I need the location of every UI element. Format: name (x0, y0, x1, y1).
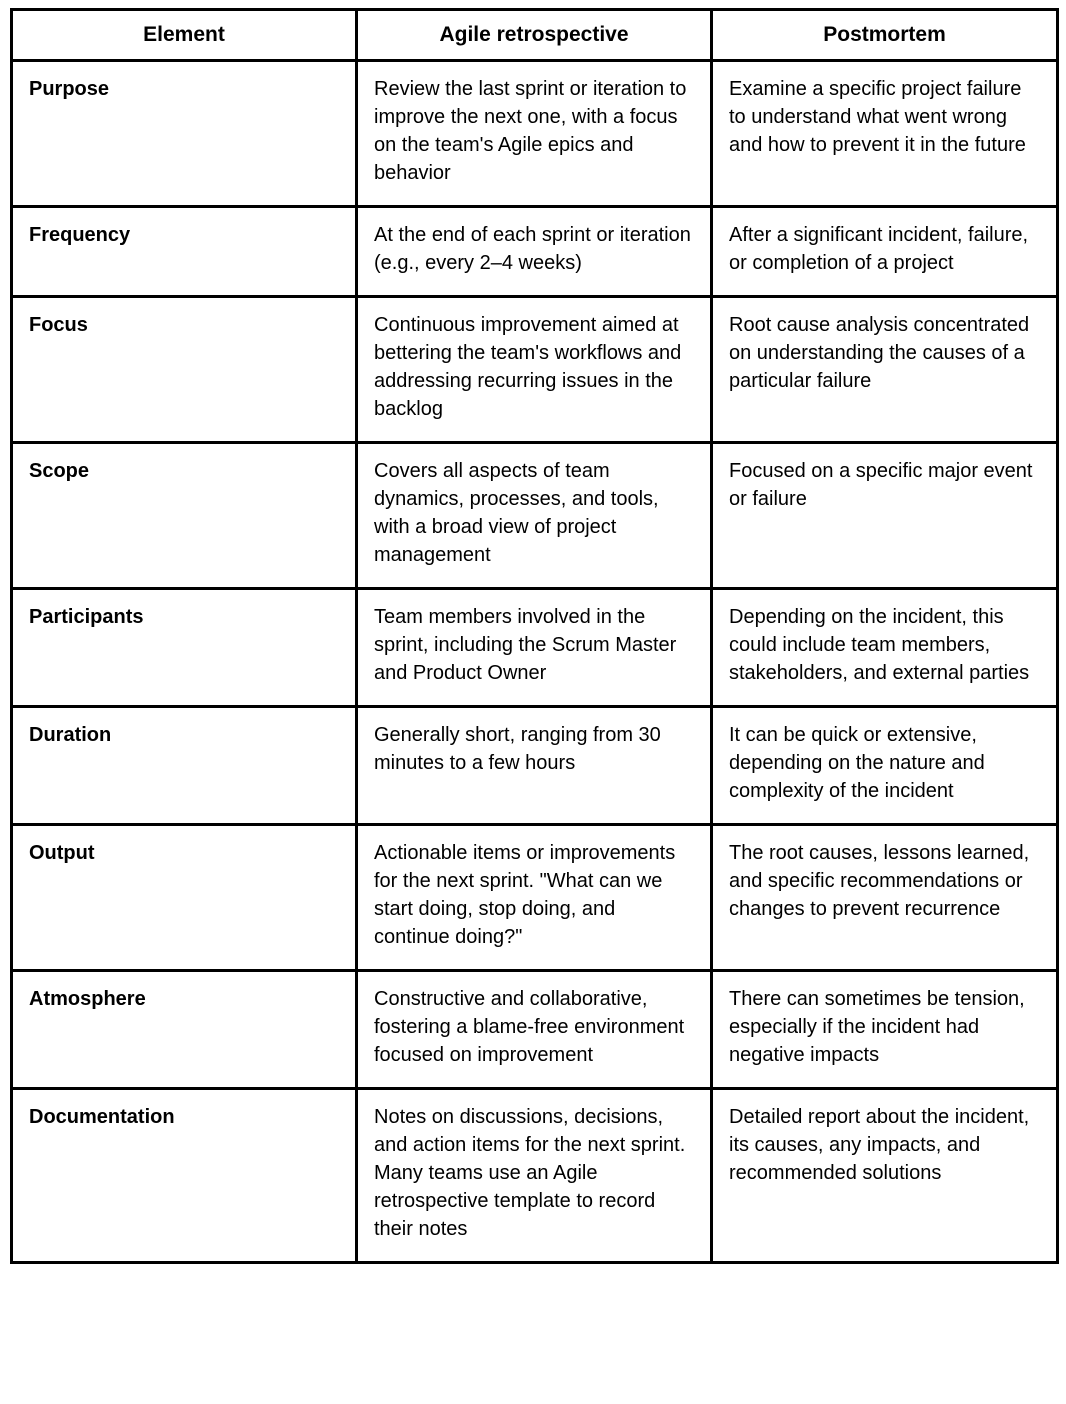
postmortem-cell: Examine a specific project failure to un… (710, 59, 1059, 208)
agile-cell: At the end of each sprint or iteration (… (355, 205, 713, 298)
agile-cell: Generally short, ranging from 30 minutes… (355, 705, 713, 826)
agile-cell: Notes on discussions, decisions, and act… (355, 1087, 713, 1264)
column-header-agile-retrospective: Agile retrospective (355, 8, 713, 62)
postmortem-cell: Root cause analysis concentrated on unde… (710, 295, 1059, 444)
agile-cell: Constructive and collaborative, fosterin… (355, 969, 713, 1090)
element-cell: Participants (10, 587, 358, 708)
postmortem-cell: It can be quick or extensive, depending … (710, 705, 1059, 826)
element-cell: Documentation (10, 1087, 358, 1264)
postmortem-cell: After a significant incident, failure, o… (710, 205, 1059, 298)
table-row: Purpose Review the last sprint or iterat… (10, 59, 1059, 208)
agile-cell: Covers all aspects of team dynamics, pro… (355, 441, 713, 590)
agile-cell: Team members involved in the sprint, inc… (355, 587, 713, 708)
element-cell: Frequency (10, 205, 358, 298)
postmortem-cell: Detailed report about the incident, its … (710, 1087, 1059, 1264)
table-row: Documentation Notes on discussions, deci… (10, 1087, 1059, 1264)
table-row: Output Actionable items or improvements … (10, 823, 1059, 972)
element-cell: Atmosphere (10, 969, 358, 1090)
element-cell: Scope (10, 441, 358, 590)
column-header-postmortem: Postmortem (710, 8, 1059, 62)
agile-cell: Actionable items or improvements for the… (355, 823, 713, 972)
postmortem-cell: The root causes, lessons learned, and sp… (710, 823, 1059, 972)
element-cell: Output (10, 823, 358, 972)
table-row: Frequency At the end of each sprint or i… (10, 205, 1059, 298)
element-cell: Focus (10, 295, 358, 444)
postmortem-cell: Focused on a specific major event or fai… (710, 441, 1059, 590)
table-row: Atmosphere Constructive and collaborativ… (10, 969, 1059, 1090)
table-row: Focus Continuous improvement aimed at be… (10, 295, 1059, 444)
comparison-table: Element Agile retrospective Postmortem P… (10, 8, 1059, 1264)
element-cell: Duration (10, 705, 358, 826)
postmortem-cell: Depending on the incident, this could in… (710, 587, 1059, 708)
element-cell: Purpose (10, 59, 358, 208)
agile-cell: Continuous improvement aimed at betterin… (355, 295, 713, 444)
table-row: Participants Team members involved in th… (10, 587, 1059, 708)
agile-cell: Review the last sprint or iteration to i… (355, 59, 713, 208)
column-header-element: Element (10, 8, 358, 62)
table-header-row: Element Agile retrospective Postmortem (10, 8, 1059, 62)
table-row: Duration Generally short, ranging from 3… (10, 705, 1059, 826)
table-row: Scope Covers all aspects of team dynamic… (10, 441, 1059, 590)
postmortem-cell: There can sometimes be tension, especial… (710, 969, 1059, 1090)
